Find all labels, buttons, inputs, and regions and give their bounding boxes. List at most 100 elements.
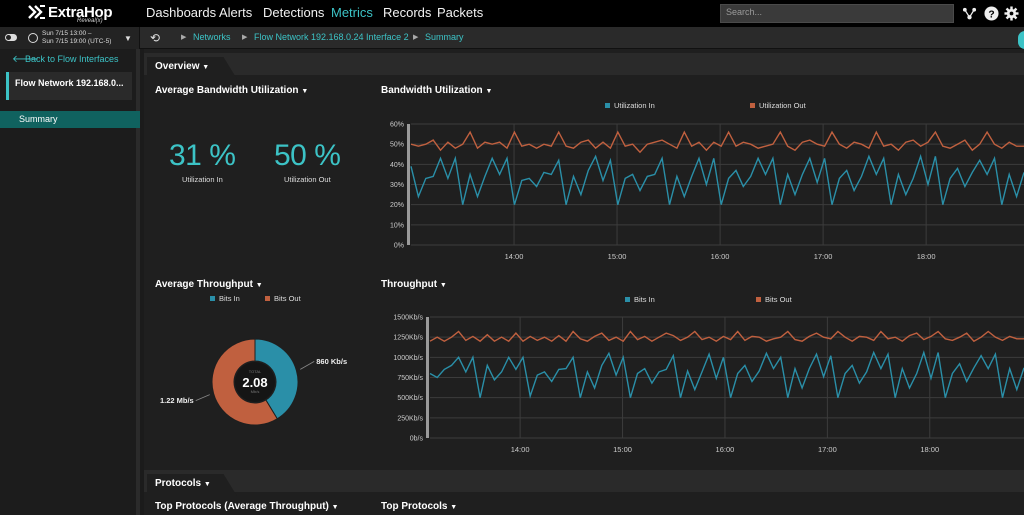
y-tick-label: 0b/s [410,436,424,443]
chevron-down-icon: ▼ [255,282,263,289]
legend-swatch [265,296,270,301]
y-tick-label: 40% [390,162,404,169]
series-line-bits-out [429,330,1024,343]
bandwidth-utilization-chart[interactable]: Utilization In Utilization Out 60% 50% 40% 30… [375,98,1024,263]
history-icon[interactable]: ⟲ [150,31,161,45]
donut-slice-label: 860 Kb/s [316,357,347,366]
chevron-down-icon: ▼ [301,88,309,95]
legend-swatch [210,296,215,301]
x-tick-label: 16:00 [716,445,735,454]
protocols-section-header: Protocols ▼ [144,470,1024,496]
x-tick-label: 15:00 [608,252,627,261]
y-tick-label: 0% [394,243,404,250]
y-tick-label: 50% [390,142,404,149]
legend-label: Bits In [219,294,240,303]
chevron-down-icon: ▼ [450,504,458,511]
donut-slice-bits-out [211,338,278,426]
y-tick-label: 750Kb/s [397,375,423,382]
y-tick-label: 1250Kb/s [393,335,423,342]
extrahop-logo-icon [28,5,45,19]
breadcrumb-networks[interactable]: Networks [193,32,231,42]
time-range-start: Sun 7/15 13:00 – [42,30,92,37]
search-input[interactable]: Search... [720,4,954,23]
bandwidth-utilization-title[interactable]: Bandwidth Utilization ▼ [381,85,493,96]
main-content: Overview ▼ Average Bandwidth Utilization… [144,49,1024,515]
nav-detections[interactable]: Detections [263,5,325,20]
chevron-down-icon: ▼ [331,504,339,511]
time-range-end: Sun 7/15 19:00 (UTC-5) [42,38,112,45]
breadcrumb-flow-network[interactable]: Flow Network 192.168.0.24 Interface 2 [254,32,409,42]
y-tick-label: 500Kb/s [397,395,423,402]
nav-packets[interactable]: Packets [437,5,484,20]
back-link-label: Back to Flow Interfaces [25,54,119,64]
overview-section-header: Overview ▼ [144,53,1024,79]
selected-object-name: Flow Network 192.168.0... [15,78,124,88]
y-tick-label: 250Kb/s [397,415,423,422]
y-tick-label: 30% [390,182,404,189]
x-tick-label: 18:00 [920,445,939,454]
average-throughput-donut-chart[interactable]: Bits In Bits Out 860 Kb/s 1.22 Mb/s TOTAL2.0… [144,290,374,430]
settings-gear-icon[interactable] [1004,6,1019,21]
nav-metrics[interactable]: Metrics [331,5,373,20]
y-axis-bar [426,317,429,438]
donut-slice-label: 1.22 Mb/s [160,396,194,405]
avg-throughput-title[interactable]: Average Throughput ▼ [155,279,263,290]
y-tick-label: 10% [390,222,404,229]
top-protocols-avg-title[interactable]: Top Protocols (Average Throughput) ▼ [155,501,339,512]
chevron-down-icon: ▼ [485,88,493,95]
x-tick-label: 17:00 [818,445,837,454]
donut-center [235,362,275,402]
throughput-chart[interactable]: Bits In Bits Out 1500Kb/s 1250Kb/s 1000Kb/s 7… [375,292,1024,457]
svg-text:?: ? [988,9,994,20]
brand-subtitle: Reveal(x) [77,18,103,24]
legend-label: Bits Out [765,295,793,304]
breadcrumb-arrow-icon: ▶ [181,34,187,41]
donut-leader-line [300,361,315,370]
chevron-down-icon: ▼ [203,481,211,488]
chevron-down-icon[interactable]: ▼ [124,34,132,43]
selected-object-card[interactable]: Flow Network 192.168.0... [6,72,132,100]
donut-center-value: 2.08 [242,375,267,390]
y-tick-label: 20% [390,202,404,209]
x-tick-label: 16:00 [711,252,730,261]
section-label: Protocols [155,478,202,489]
x-tick-label: 15:00 [613,445,632,454]
series-line-utilization-in [410,153,1024,205]
back-arrow-icon: 🡐 [12,54,39,65]
overview-section-tab[interactable]: Overview ▼ [147,57,237,79]
network-map-icon[interactable] [962,6,977,21]
context-bar: Sun 7/15 13:00 – Sun 7/15 19:00 (UTC-5) … [0,27,1024,49]
donut-center-caption-top: TOTAL [249,369,262,374]
help-icon[interactable]: ? [984,6,999,21]
utilization-out-value: 50 % [274,139,341,172]
throughput-title[interactable]: Throughput ▼ [381,279,447,290]
y-tick-label: 60% [390,122,404,129]
y-tick-label: 1500Kb/s [393,315,423,322]
legend-swatch [750,103,755,108]
x-tick-label: 14:00 [511,445,530,454]
top-protocols-title[interactable]: Top Protocols ▼ [381,501,458,512]
legend-label: Bits In [634,295,655,304]
sidebar-item-summary[interactable]: Summary [0,111,140,128]
sidebar: 🡐 Back to Flow Interfaces Flow Network 1… [0,49,140,515]
breadcrumb-arrow-icon: ▶ [242,34,248,41]
toggle-icon[interactable] [5,34,17,41]
nav-records[interactable]: Records [383,5,432,20]
chevron-down-icon: ▼ [202,64,210,71]
series-line-bits-in [429,350,1024,399]
legend-swatch [756,297,761,302]
legend-label: Utilization In [614,101,655,110]
utilization-in-value: 31 % [169,139,236,172]
protocols-section-tab[interactable]: Protocols ▼ [147,474,237,496]
time-selector[interactable]: Sun 7/15 13:00 – Sun 7/15 19:00 (UTC-5) … [0,27,140,49]
donut-center-caption-bottom: Mb/s [251,389,260,394]
clock-icon [28,33,38,43]
utilization-in-label: Utilization In [182,175,223,184]
nav-dashboards[interactable]: Dashboards [146,5,217,20]
extrahop-logo[interactable]: ExtraHop Reveal(x) [28,3,123,25]
nav-alerts[interactable]: Alerts [219,5,253,20]
donut-slice-bits-in [254,338,299,420]
assistant-bubble[interactable] [1018,31,1024,49]
breadcrumb-summary: Summary [425,32,464,42]
avg-bandwidth-title[interactable]: Average Bandwidth Utilization ▼ [155,85,309,96]
